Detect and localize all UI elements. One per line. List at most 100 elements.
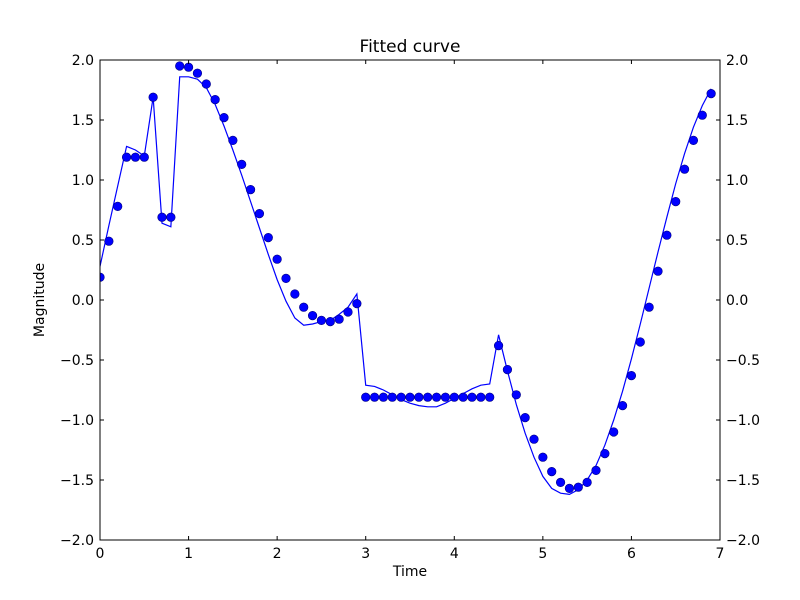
data-point bbox=[334, 314, 344, 324]
data-point bbox=[316, 315, 327, 326]
data-point bbox=[476, 392, 486, 402]
x-tick-label: 3 bbox=[361, 546, 370, 562]
data-point bbox=[555, 477, 566, 488]
data-point bbox=[688, 135, 699, 145]
data-point bbox=[130, 152, 141, 162]
data-point bbox=[600, 449, 610, 459]
y-tick-label-right: 2.0 bbox=[726, 53, 748, 69]
data-point bbox=[175, 61, 185, 71]
data-point bbox=[254, 209, 265, 219]
data-point bbox=[219, 112, 229, 123]
y-tick-label-right: −0.5 bbox=[726, 353, 760, 369]
ticks: 0 1 2 3 4 5 6 7−2.0−1.5−1.0−0.50.00.51.01.52.0−… bbox=[60, 53, 760, 562]
y-tick-label-right: 0.0 bbox=[726, 293, 748, 309]
data-point bbox=[263, 233, 273, 243]
y-tick-label-right: 1.0 bbox=[726, 173, 748, 189]
data-point bbox=[485, 392, 495, 402]
data-point bbox=[626, 371, 637, 381]
data-point bbox=[538, 452, 548, 462]
data-point bbox=[653, 266, 663, 276]
data-point bbox=[272, 254, 282, 264]
data-point bbox=[671, 197, 681, 207]
data-point bbox=[423, 392, 433, 402]
data-point bbox=[113, 201, 123, 211]
data-point bbox=[343, 307, 353, 317]
y-tick-label: 1.0 bbox=[72, 173, 94, 189]
y-tick-label: −1.0 bbox=[60, 413, 94, 429]
data-point bbox=[697, 110, 707, 120]
y-axis-label: Magnitude bbox=[32, 263, 48, 337]
data-point bbox=[458, 392, 468, 402]
data-point bbox=[104, 236, 114, 246]
data-point bbox=[100, 272, 105, 282]
y-tick-label: 0.0 bbox=[72, 293, 94, 309]
data-point bbox=[201, 79, 211, 89]
data-point bbox=[609, 427, 619, 437]
plot-area bbox=[100, 61, 716, 496]
y-tick-label: 0.5 bbox=[72, 233, 94, 249]
data-point bbox=[405, 392, 415, 402]
data-point bbox=[396, 392, 406, 402]
data-point bbox=[431, 392, 442, 402]
data-point bbox=[245, 185, 256, 195]
data-point bbox=[449, 392, 459, 402]
data-point bbox=[166, 212, 176, 222]
data-point bbox=[228, 135, 238, 145]
data-point bbox=[121, 152, 132, 162]
data-point bbox=[547, 467, 557, 477]
x-tick-label: 2 bbox=[273, 546, 282, 562]
x-tick-label: 6 bbox=[627, 546, 636, 562]
data-point bbox=[467, 392, 477, 402]
data-point bbox=[582, 477, 592, 488]
data-point bbox=[644, 302, 654, 312]
y-tick-label-right: −2.0 bbox=[726, 533, 760, 549]
data-point bbox=[440, 392, 451, 402]
data-point bbox=[281, 273, 291, 284]
y-tick-label-right: −1.5 bbox=[726, 473, 760, 489]
data-point bbox=[662, 230, 672, 240]
data-point bbox=[361, 392, 371, 402]
data-point bbox=[192, 68, 203, 78]
y-tick-label-right: 0.5 bbox=[726, 233, 748, 249]
x-tick-label: 5 bbox=[538, 546, 547, 562]
data-point bbox=[635, 337, 645, 347]
x-tick-label: 1 bbox=[184, 546, 193, 562]
data-point bbox=[414, 392, 424, 402]
data-point bbox=[520, 413, 530, 423]
x-tick-label: 4 bbox=[450, 546, 459, 562]
data-point bbox=[502, 365, 513, 375]
data-point bbox=[387, 392, 397, 402]
data-point bbox=[148, 92, 158, 102]
data-point bbox=[325, 317, 335, 327]
chart-title: Fitted curve bbox=[360, 37, 461, 57]
data-point bbox=[299, 302, 309, 312]
data-point bbox=[493, 341, 504, 351]
data-point bbox=[369, 392, 380, 402]
y-tick-label: −1.5 bbox=[60, 473, 94, 489]
data-point bbox=[139, 152, 149, 162]
y-tick-label: 2.0 bbox=[72, 53, 94, 69]
y-tick-label: −0.5 bbox=[60, 353, 94, 369]
data-point bbox=[307, 311, 318, 321]
x-tick-label: 7 bbox=[716, 546, 725, 562]
y-tick-label-right: 1.5 bbox=[726, 113, 748, 129]
data-point bbox=[591, 465, 601, 476]
data-point bbox=[183, 62, 194, 72]
data-point bbox=[706, 88, 716, 99]
data-point bbox=[564, 483, 575, 494]
x-axis-label: Time bbox=[392, 564, 427, 580]
data-point bbox=[573, 482, 583, 492]
data-point bbox=[290, 289, 300, 299]
data-point bbox=[378, 392, 389, 402]
y-tick-label: 1.5 bbox=[72, 113, 94, 129]
data-point bbox=[529, 434, 539, 444]
data-point bbox=[511, 390, 521, 400]
data-point bbox=[352, 299, 362, 309]
data-point bbox=[210, 94, 220, 105]
y-tick-label: −2.0 bbox=[60, 533, 94, 549]
y-tick-label-right: −1.0 bbox=[726, 413, 760, 429]
data-point bbox=[617, 401, 628, 411]
data-point bbox=[237, 159, 247, 169]
data-point bbox=[157, 212, 167, 222]
